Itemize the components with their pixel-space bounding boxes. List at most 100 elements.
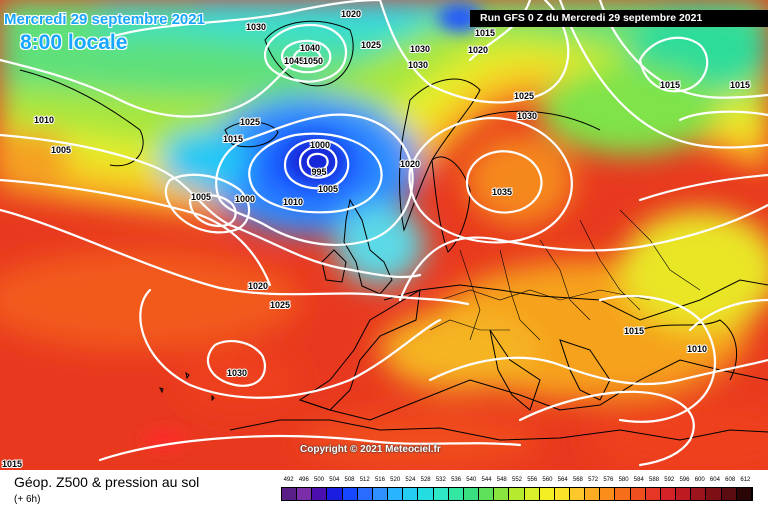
color-scale-swatch bbox=[342, 488, 358, 500]
color-scale-label: 564 bbox=[557, 477, 568, 483]
color-scale-swatch bbox=[433, 488, 449, 500]
color-scale-label: 596 bbox=[679, 477, 690, 483]
legend-bar: Géop. Z500 & pression au sol (+ 6h) 492 4… bbox=[0, 470, 768, 512]
isobar-label: 1035 bbox=[492, 187, 512, 197]
color-scale-label: 556 bbox=[527, 477, 538, 483]
color-scale-swatch bbox=[282, 488, 298, 500]
country-borders bbox=[429, 209, 701, 341]
copyright-notice: Copyright © 2021 Meteociel.fr bbox=[300, 444, 441, 455]
color-scale-label: 528 bbox=[420, 477, 431, 483]
color-scale-label: 552 bbox=[511, 477, 522, 483]
isobar-label: 1005 bbox=[191, 192, 211, 202]
isobar-label: 1010 bbox=[283, 197, 303, 207]
isobar-label: 1030 bbox=[410, 44, 430, 54]
isobar-label: 1030 bbox=[227, 368, 247, 378]
isobar-label: 1025 bbox=[514, 91, 534, 101]
color-scale-swatch bbox=[403, 488, 419, 500]
color-scale-label: 572 bbox=[588, 477, 599, 483]
geopotential-shading bbox=[0, 0, 768, 470]
color-scale-swatch bbox=[372, 488, 389, 500]
isobar-label: 1015 bbox=[2, 459, 22, 469]
color-scale-swatch bbox=[297, 488, 313, 500]
isobar-label: 1005 bbox=[51, 145, 71, 155]
color-scale-swatch bbox=[676, 488, 692, 500]
color-scale-swatch bbox=[691, 488, 707, 500]
color-scale-labels: 492 496 500 504 508 512 516 520 524 528 532 536 540 5… bbox=[281, 476, 753, 488]
isobar-label: 1030 bbox=[246, 22, 266, 32]
color-scale-label: 588 bbox=[649, 477, 660, 483]
isobar-label: 1010 bbox=[687, 344, 707, 354]
color-scale-swatches bbox=[281, 487, 753, 501]
color-scale-label: 604 bbox=[709, 477, 720, 483]
color-scale-swatch bbox=[721, 488, 737, 500]
isobar-label: 1040 bbox=[300, 43, 320, 53]
color-scale-swatch bbox=[630, 488, 646, 500]
model-run-banner: Run GFS 0 Z du Mercredi 29 septembre 202… bbox=[470, 10, 768, 27]
color-scale-label: 524 bbox=[405, 477, 416, 483]
geopotential-map: 1020 1025 1030 1015 1020 1030 1040 1045 … bbox=[0, 0, 768, 470]
isobar-label: 1030 bbox=[408, 60, 428, 70]
isobar-label: 1025 bbox=[270, 300, 290, 310]
isobar-label: 1030 bbox=[517, 111, 537, 121]
color-scale-swatch bbox=[448, 488, 464, 500]
color-scale-label: 532 bbox=[435, 477, 446, 483]
color-scale-label: 592 bbox=[664, 477, 675, 483]
color-scale-label: 496 bbox=[298, 477, 309, 483]
color-scale: 492 496 500 504 508 512 516 520 524 528 532 536 540 5… bbox=[281, 476, 753, 506]
isobar-label: 1000 bbox=[235, 194, 255, 204]
color-scale-label: 520 bbox=[390, 477, 401, 483]
color-scale-swatch bbox=[479, 488, 495, 500]
color-scale-label: 548 bbox=[496, 477, 507, 483]
color-scale-swatch bbox=[418, 488, 434, 500]
color-scale-swatch bbox=[312, 488, 328, 500]
isobar-label: 1020 bbox=[400, 159, 420, 169]
color-scale-label: 544 bbox=[481, 477, 492, 483]
color-scale-swatch bbox=[494, 488, 510, 500]
color-scale-swatch bbox=[645, 488, 661, 500]
isobars bbox=[0, 0, 768, 467]
isobar-label: 1015 bbox=[475, 28, 495, 38]
legend-subtitle: (+ 6h) bbox=[14, 494, 41, 505]
color-scale-swatch bbox=[585, 488, 601, 500]
color-scale-label: 516 bbox=[374, 477, 385, 483]
color-scale-swatch bbox=[615, 488, 631, 500]
color-scale-label: 512 bbox=[359, 477, 370, 483]
color-scale-label: 600 bbox=[694, 477, 705, 483]
color-scale-label: 580 bbox=[618, 477, 629, 483]
color-scale-swatch bbox=[554, 488, 570, 500]
isobar-label: 1005 bbox=[318, 184, 338, 194]
isobar-label: 1020 bbox=[468, 45, 488, 55]
color-scale-label: 576 bbox=[603, 477, 614, 483]
color-scale-swatch bbox=[539, 488, 555, 500]
isobar-label: 1015 bbox=[730, 80, 750, 90]
color-scale-label: 584 bbox=[633, 477, 644, 483]
color-scale-label: 612 bbox=[740, 477, 751, 483]
isobar-label: 1010 bbox=[34, 115, 54, 125]
isobar-label: 1000 bbox=[310, 140, 330, 150]
forecast-date: Mercredi 29 septembre 2021 bbox=[4, 11, 205, 28]
color-scale-label: 500 bbox=[314, 477, 325, 483]
color-scale-swatch bbox=[736, 488, 752, 500]
isobar-label: 1015 bbox=[624, 326, 644, 336]
isobar-label: 1025 bbox=[361, 40, 381, 50]
color-scale-swatch bbox=[509, 488, 525, 500]
isobar-label: 1020 bbox=[341, 9, 361, 19]
color-scale-swatch bbox=[600, 488, 616, 500]
color-scale-swatch bbox=[463, 488, 480, 500]
color-scale-swatch bbox=[524, 488, 540, 500]
color-scale-label: 568 bbox=[572, 477, 583, 483]
isobar-label: 995 bbox=[311, 167, 326, 177]
color-scale-label: 536 bbox=[451, 477, 462, 483]
isobar-label: 1020 bbox=[248, 281, 268, 291]
isobar-label: 1015 bbox=[223, 134, 243, 144]
isobar-labels: 1020 1025 1030 1015 1020 1030 1040 1045 … bbox=[1, 8, 751, 470]
isobar-label: 1025 bbox=[240, 117, 260, 127]
color-scale-label: 492 bbox=[283, 477, 294, 483]
color-scale-swatch bbox=[660, 488, 677, 500]
color-scale-label: 608 bbox=[725, 477, 736, 483]
isobar-label: 1045 bbox=[284, 56, 304, 66]
color-scale-label: 560 bbox=[542, 477, 553, 483]
forecast-time: 8:00 locale bbox=[20, 31, 128, 54]
legend-title: Géop. Z500 & pression au sol bbox=[14, 474, 200, 490]
